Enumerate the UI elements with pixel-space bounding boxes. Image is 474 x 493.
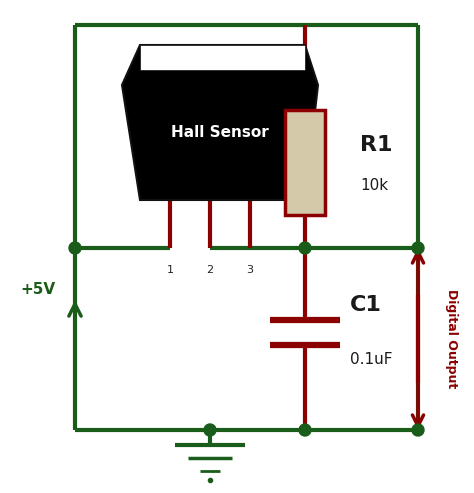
Text: 2: 2 xyxy=(207,265,214,275)
Text: 1: 1 xyxy=(166,265,173,275)
Polygon shape xyxy=(122,45,318,200)
Bar xyxy=(285,110,325,215)
Circle shape xyxy=(299,424,311,436)
Text: R1: R1 xyxy=(360,135,392,155)
Text: Digital Output: Digital Output xyxy=(445,289,458,388)
Text: 3: 3 xyxy=(246,265,254,275)
Polygon shape xyxy=(140,45,305,70)
Text: C1: C1 xyxy=(350,295,382,315)
Circle shape xyxy=(69,242,81,254)
Text: 0.1uF: 0.1uF xyxy=(350,352,392,367)
Text: 10k: 10k xyxy=(360,177,388,192)
Text: Hall Sensor: Hall Sensor xyxy=(171,125,269,140)
Circle shape xyxy=(299,242,311,254)
Circle shape xyxy=(412,242,424,254)
Circle shape xyxy=(412,424,424,436)
Text: +5V: +5V xyxy=(20,282,55,297)
Circle shape xyxy=(204,424,216,436)
